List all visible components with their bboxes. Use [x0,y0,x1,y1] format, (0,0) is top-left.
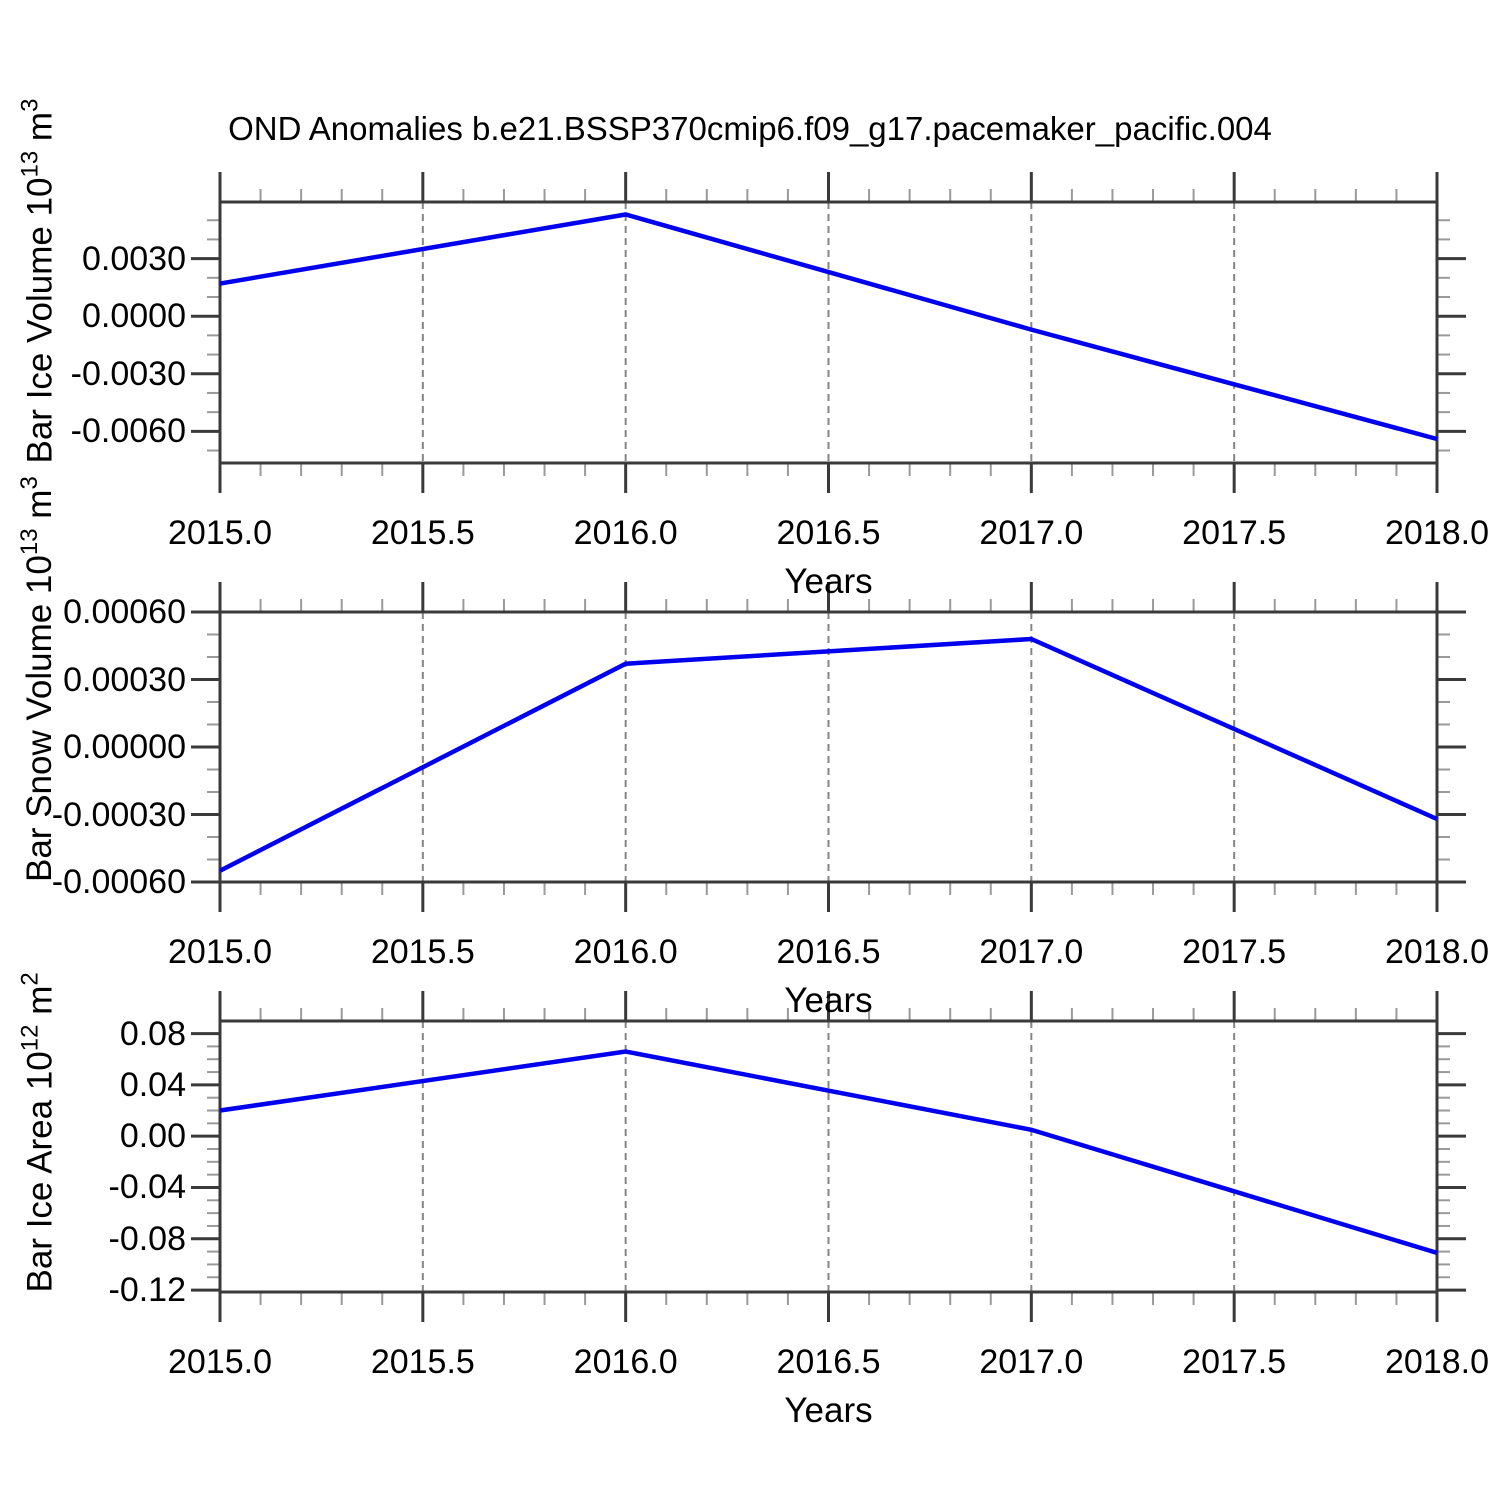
y-axis-title-text: m [20,985,59,1025]
y-tick-label: 0.04 [119,1065,186,1104]
y-tick-label: 0.08 [119,1014,186,1053]
plot-frame-ice-volume [218,200,1439,465]
x-tick-label: 2015.5 [370,1343,475,1381]
x-tick-label: 2017.0 [979,514,1084,552]
y-tick-label: -0.0060 [70,412,186,451]
y-tick-label: 0.00060 [63,593,186,631]
y-axis-title-text: Bar Snow Volume 10 [20,555,59,882]
x-tick-label: 2017.0 [979,1343,1084,1381]
x-tick-label: 2015.0 [168,514,272,552]
y-axis-title-superscript: 13 [16,150,43,177]
y-tick-label: -0.12 [108,1271,187,1310]
x-axis-title-ice-area: Years [784,1391,873,1430]
y-tick-label: 0.00030 [63,660,186,699]
y-axis-title-superscript: 3 [16,476,43,490]
y-tick-label: 0.0030 [82,239,186,278]
x-tick-label: 2017.0 [979,933,1084,971]
x-tick-label: 2016.0 [573,933,678,971]
y-axis-title-text: Bar Ice Volume 10 [20,177,59,463]
y-tick-label: 0.00 [119,1117,186,1156]
y-tick-label: -0.04 [108,1168,187,1207]
y-tick-label: 0.0000 [82,297,186,336]
x-tick-label: 2017.5 [1182,1343,1287,1381]
x-tick-label: 2016.0 [573,514,678,552]
y-tick-label: -0.08 [108,1219,187,1258]
x-tick-label: 2015.0 [168,1343,272,1381]
x-tick-label: 2016.5 [776,514,881,552]
plot-frame-ice-area [218,1019,1439,1294]
y-axis-title-superscript: 3 [16,98,43,112]
x-tick-label: 2015.5 [370,514,475,552]
y-axis-title-text: m [20,111,59,151]
x-tick-label: 2017.5 [1182,933,1287,971]
x-tick-label: 2018.0 [1385,933,1489,971]
x-tick-label: 2018.0 [1385,514,1489,552]
y-tick-label: -0.00030 [51,795,186,834]
y-axis-title-superscript: 2 [16,971,43,986]
data-line-ice-area [219,1049,1438,1256]
y-tick-label: -0.00060 [51,863,186,901]
x-tick-label: 2016.5 [776,933,881,971]
x-tick-label: 2018.0 [1385,1343,1489,1381]
y-axis-title-superscript: 13 [16,528,43,556]
x-axis-title-snow-volume: Years [784,981,873,1020]
x-tick-label: 2016.5 [776,1343,881,1381]
y-axis-title-superscript: 12 [16,1024,43,1051]
y-tick-label: 0.00000 [63,728,186,766]
y-tick-label: -0.0030 [70,354,186,393]
y-axis-title-text: Bar Ice Area 10 [20,1050,59,1292]
x-tick-label: 2017.5 [1182,514,1287,552]
data-line-snow-volume [218,636,1438,873]
x-axis-title-ice-volume: Years [784,562,873,601]
y-axis-title-snow-volume: Bar Snow Volume 1013 m3 [16,476,61,882]
y-axis-title-ice-volume: Bar Ice Volume 1013 m3 [16,98,61,463]
data-line-ice-volume [219,212,1438,442]
y-axis-title-text: m [20,489,59,529]
x-tick-label: 2016.0 [573,1343,678,1381]
plot-frame-snow-volume [218,610,1439,884]
y-axis-title-ice-area: Bar Ice Area 1012 m2 [16,972,61,1292]
x-tick-label: 2015.0 [168,933,272,971]
figure-title: OND Anomalies b.e21.BSSP370cmip6.f09_g17… [228,110,1272,147]
x-tick-label: 2015.5 [370,933,475,971]
